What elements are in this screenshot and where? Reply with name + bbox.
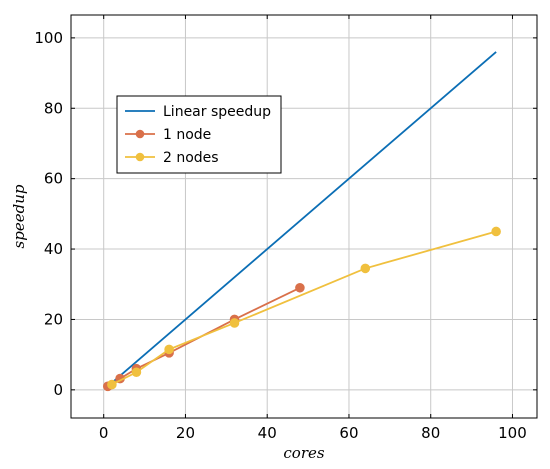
data-point: [360, 263, 371, 274]
x-tick-label: 20: [176, 424, 195, 442]
x-tick-label: 60: [339, 424, 358, 442]
x-tick-label: 0: [99, 424, 109, 442]
data-point: [491, 226, 501, 237]
data-point: [131, 367, 142, 378]
x-tick-label: 80: [421, 424, 440, 442]
data-point: [107, 379, 117, 390]
legend-swatch-marker: [135, 129, 145, 139]
series-0: [107, 51, 497, 388]
data-point: [164, 344, 174, 355]
x-tick-label: 40: [258, 424, 277, 442]
legend-entry-label: 1 node: [163, 127, 211, 143]
y-tick-label: 0: [53, 381, 63, 399]
legend-entry-label: 2 nodes: [163, 150, 219, 166]
tick-labels: 0 20 40 60 80 100 0 20 40 60 80 100: [34, 15, 537, 442]
x-axis-label: cores: [283, 444, 324, 462]
y-tick-label: 40: [44, 240, 63, 258]
y-axis-label: speedup: [10, 184, 28, 248]
x-tick-label: 100: [498, 424, 527, 442]
y-tick-label: 100: [34, 29, 63, 47]
y-tick-label: 20: [44, 310, 63, 328]
y-tick-label: 60: [44, 170, 63, 188]
y-tick-label: 80: [44, 99, 63, 117]
plot-series: [102, 51, 501, 392]
plot-frame: [70, 14, 538, 419]
data-point: [229, 318, 240, 328]
legend: Linear speedup 1 node 2 nodes: [116, 95, 282, 174]
legend-swatch-marker: [135, 152, 145, 162]
series-line: [107, 51, 497, 388]
series-2: [107, 226, 501, 390]
legend-entry-label: Linear speedup: [163, 104, 271, 120]
data-point: [295, 282, 305, 293]
series-line: [111, 230, 497, 386]
